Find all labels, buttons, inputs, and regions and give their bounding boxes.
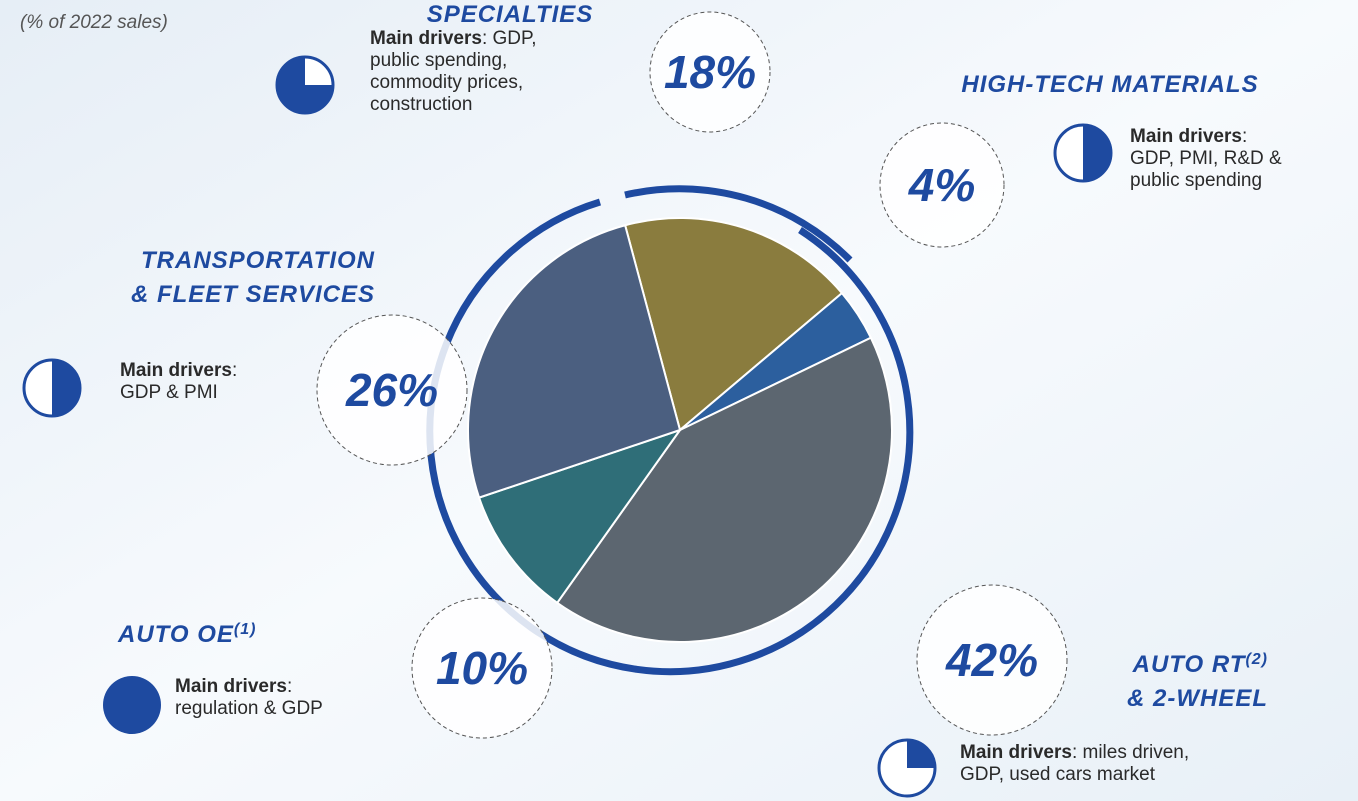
drivers-label: Main drivers [175, 676, 287, 697]
drivers-line: construction [370, 94, 472, 115]
drivers-label: Main drivers [960, 742, 1072, 763]
drivers-line: commodity prices, [370, 72, 523, 93]
footnote: (2) [1245, 651, 1268, 668]
category-line: HIGH-TECH MATERIALS [961, 71, 1258, 98]
drivers-line: : [1242, 126, 1247, 147]
drivers-line: GDP, PMI, R&D & [1130, 148, 1282, 169]
value-label: 26% [345, 364, 438, 416]
drivers-label: Main drivers [370, 28, 482, 49]
value-label: 42% [945, 634, 1038, 686]
drivers-line: GDP, used cars market [960, 764, 1156, 785]
drivers-line: regulation & GDP [175, 698, 323, 719]
category-title: SPECIALTIES [427, 1, 594, 28]
category-title: HIGH-TECH MATERIALS [961, 71, 1258, 98]
icon [277, 57, 333, 113]
drivers-label: Main drivers [1130, 126, 1242, 147]
value-label: 10% [436, 642, 528, 694]
category-line: & FLEET SERVICES [131, 281, 375, 308]
icon [1055, 125, 1111, 181]
category-line: TRANSPORTATION [141, 247, 375, 274]
icon [103, 676, 161, 734]
pie [468, 218, 892, 642]
drivers-line: public spending [1130, 170, 1262, 191]
infographic: (% of 2022 sales) 18% 4% 42% 10% 26% SPECIALT… [0, 0, 1358, 801]
drivers: Main drivers: miles driven,GDP, used car… [960, 742, 1189, 785]
drivers-line: : GDP, [482, 28, 537, 49]
icon [24, 360, 80, 416]
drivers-line: : miles driven, [1072, 742, 1189, 763]
footnote: (1) [234, 621, 257, 638]
drivers-line: : [287, 676, 292, 697]
drivers-line: : [232, 360, 237, 381]
category-line: & 2-WHEEL [1127, 685, 1268, 712]
category-line: SPECIALTIES [427, 1, 594, 28]
drivers-line: GDP & PMI [120, 382, 218, 403]
value-label: 4% [908, 159, 975, 211]
icon [879, 740, 935, 796]
subtitle: (% of 2022 sales) [20, 12, 168, 33]
value-label: 18% [664, 46, 756, 98]
drivers-line: public spending, [370, 50, 507, 71]
drivers-label: Main drivers [120, 360, 232, 381]
